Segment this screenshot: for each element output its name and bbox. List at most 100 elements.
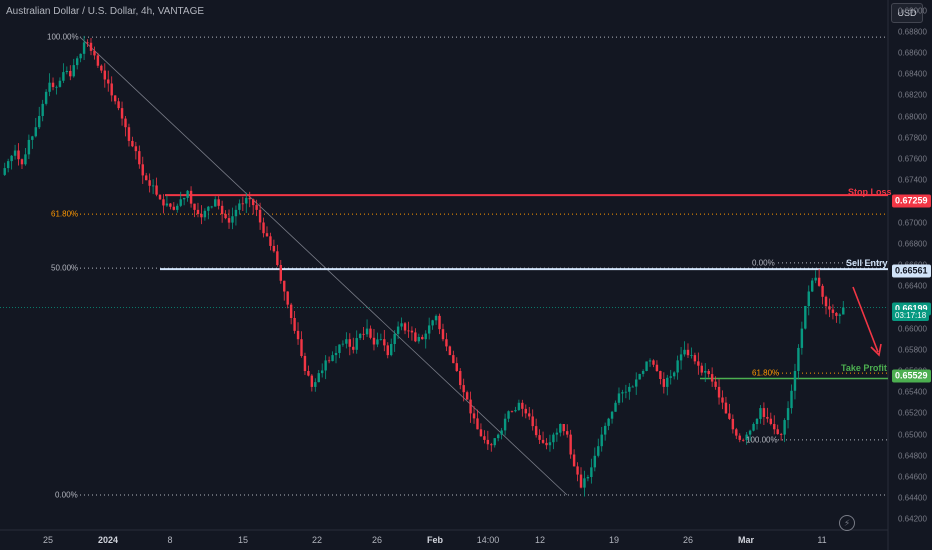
candle-body [365, 328, 369, 335]
candle-body [679, 354, 683, 361]
price-tick: 0.68800 [898, 27, 927, 37]
candle-body [503, 418, 507, 431]
candle-body [289, 304, 293, 318]
candle-body [193, 203, 196, 210]
candle-body [286, 291, 289, 305]
lightning-icon[interactable]: ⚡ [839, 515, 855, 531]
candle-body [645, 361, 648, 371]
candle-body [376, 339, 379, 345]
time-tick: 22 [311, 535, 323, 545]
candle-body [462, 385, 465, 393]
candle-body [641, 371, 645, 374]
candle-body [821, 285, 824, 297]
candle-body [800, 328, 804, 348]
candle-body [510, 411, 514, 413]
candle-body [676, 360, 679, 373]
candle-body [666, 377, 669, 387]
price-tick: 0.67600 [898, 154, 927, 164]
candle-body [120, 108, 124, 119]
candle-body [469, 399, 472, 414]
candle-body [272, 245, 276, 252]
candle-body [541, 439, 545, 443]
candle-body [31, 136, 34, 140]
candle-body [55, 86, 58, 88]
candle-body [220, 205, 224, 215]
candle-body [655, 364, 659, 371]
candle-body [824, 296, 828, 307]
candle-body [189, 190, 193, 204]
price-tick: 0.68400 [898, 69, 927, 79]
take-profit-label: Take Profit [841, 363, 887, 373]
candle-body [690, 355, 693, 356]
stop-loss-price-tag: 0.67259 [892, 194, 931, 208]
candle-body [158, 194, 162, 200]
candle-body [593, 455, 597, 468]
candle-body [586, 477, 590, 479]
candle-body [255, 205, 258, 210]
candle-body [617, 393, 621, 403]
candle-body [597, 446, 600, 456]
candle-body [283, 280, 286, 292]
candle-body [58, 80, 62, 87]
candle-body [231, 216, 234, 223]
price-tick: 0.65800 [898, 345, 927, 355]
candle-body [24, 154, 27, 165]
candle-body [145, 175, 148, 181]
candle-body [455, 363, 458, 371]
candle-body [683, 349, 686, 355]
stop-loss-label: Stop Loss [848, 187, 892, 197]
candle-body [662, 378, 666, 387]
candle-body [400, 323, 403, 327]
candle-body [783, 420, 786, 435]
candle-body [559, 424, 562, 433]
candle-body [714, 381, 717, 387]
candle-body [262, 222, 265, 234]
candle-body [445, 339, 448, 347]
candle-body [317, 373, 320, 383]
price-tick: 0.68000 [898, 112, 927, 122]
candle-body [13, 150, 17, 156]
candle-body [103, 70, 107, 80]
forecast-arrow-head [870, 343, 882, 357]
candle-body [717, 386, 721, 398]
candle-body [369, 328, 372, 338]
candle-body [610, 411, 614, 419]
candle-body [441, 329, 445, 340]
candle-body [62, 72, 65, 81]
candle-body [383, 339, 386, 346]
candle-body [393, 333, 396, 345]
fib-level-label: 100.00% [47, 32, 79, 42]
candle-body [314, 382, 317, 387]
candle-body [358, 333, 362, 339]
candle-body [82, 42, 86, 54]
candle-body [65, 70, 69, 73]
candle-body [583, 478, 586, 488]
candle-body [258, 209, 262, 223]
candle-body [93, 50, 96, 56]
time-tick: 8 [167, 535, 173, 545]
candle-body [766, 416, 769, 419]
candle-body [179, 199, 182, 206]
candle-body [569, 434, 572, 455]
candle-body [579, 474, 583, 488]
candle-body [276, 251, 279, 265]
price-tick: 0.67800 [898, 133, 927, 143]
candle-body [762, 408, 766, 417]
candle-body [75, 58, 79, 66]
candle-body [521, 402, 524, 409]
candle-body [20, 159, 24, 165]
candle-body [217, 199, 220, 206]
candle-body [310, 375, 314, 387]
candle-body [804, 305, 807, 329]
candle-body [631, 386, 634, 388]
candle-body [207, 206, 210, 211]
candle-body [327, 360, 331, 362]
fib-level-label: 0.00% [55, 490, 78, 500]
fib-level-label: 61.80% [51, 209, 79, 219]
candle-body [576, 466, 579, 475]
candle-body [745, 434, 748, 441]
currency-button[interactable]: USD [891, 3, 923, 23]
price-tick: 0.69000 [898, 6, 927, 16]
candle-body [693, 355, 697, 362]
